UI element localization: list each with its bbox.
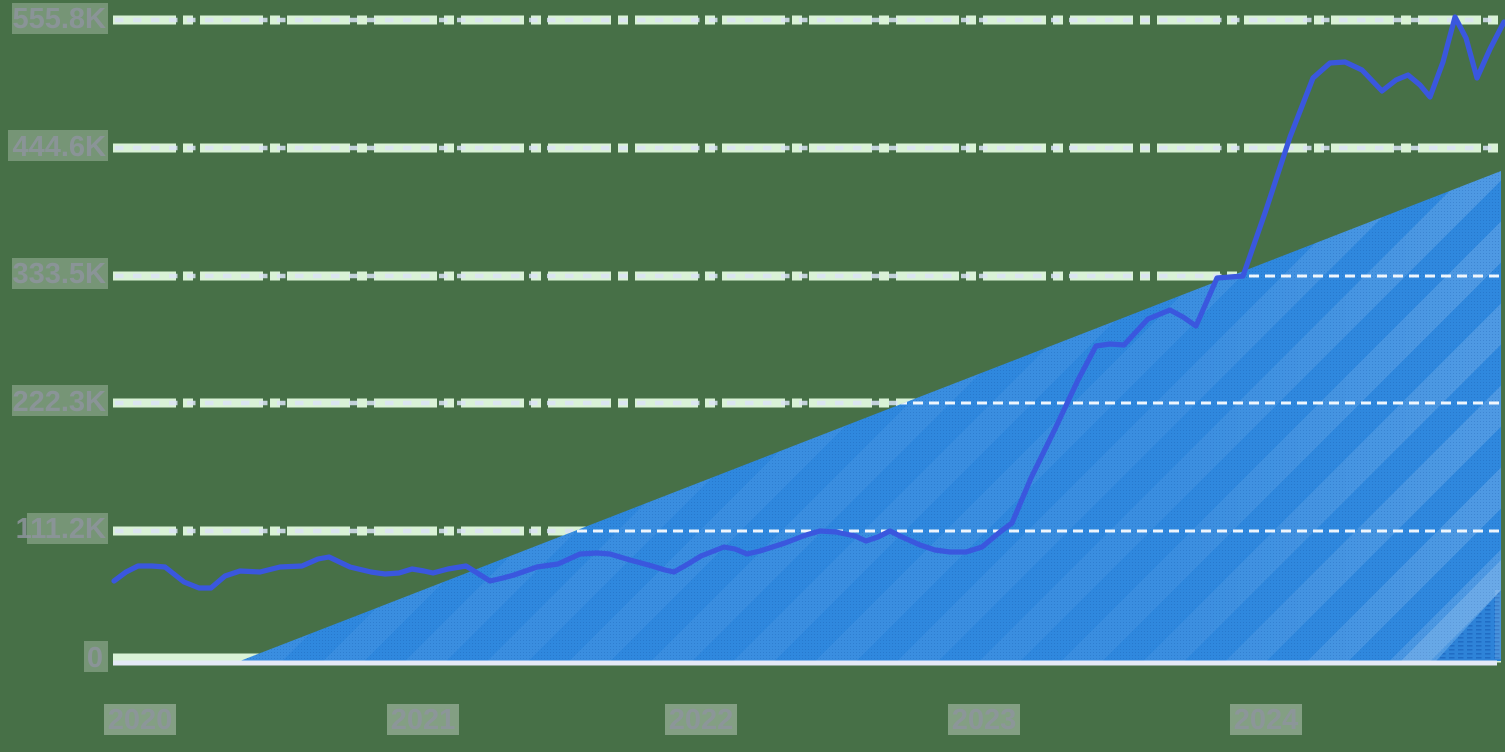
svg-text:555.8K: 555.8K bbox=[12, 3, 106, 35]
svg-text:444.6K: 444.6K bbox=[12, 131, 106, 163]
svg-text:2024: 2024 bbox=[1234, 704, 1299, 736]
svg-text:2022: 2022 bbox=[669, 704, 734, 736]
svg-text:111.2K: 111.2K bbox=[16, 513, 106, 545]
svg-text:333.5K: 333.5K bbox=[12, 258, 106, 290]
svg-text:0: 0 bbox=[87, 642, 103, 674]
svg-text:2020: 2020 bbox=[108, 704, 173, 736]
svg-text:2023: 2023 bbox=[952, 704, 1017, 736]
svg-text:222.3K: 222.3K bbox=[12, 386, 106, 418]
svg-text:2021: 2021 bbox=[391, 704, 456, 736]
